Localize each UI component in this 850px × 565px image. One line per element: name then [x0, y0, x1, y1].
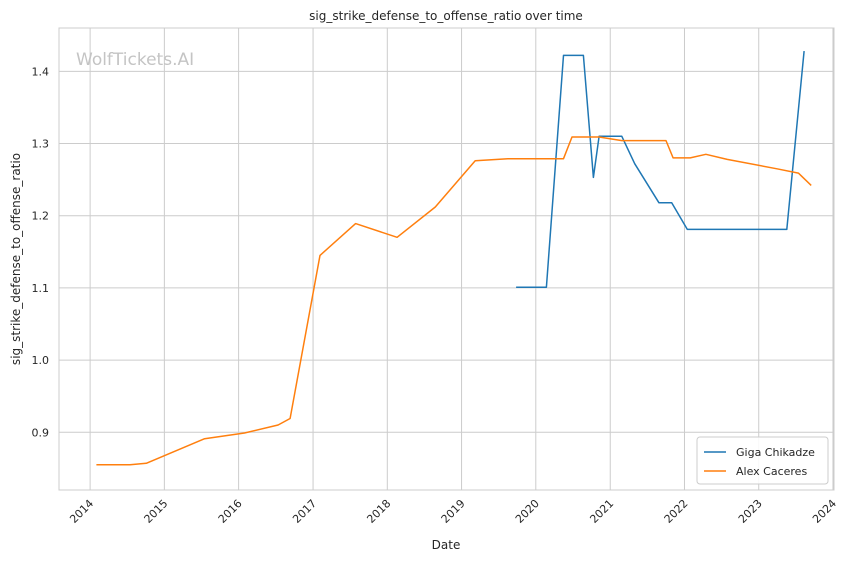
x-axis-label: Date: [432, 538, 461, 552]
y-tick-label: 0.9: [32, 426, 50, 439]
y-axis-label: sig_strike_defense_to_offense_ratio: [9, 153, 23, 365]
x-gridlines: [89, 28, 834, 490]
legend-label-giga-chikadze: Giga Chikadze: [736, 446, 815, 459]
chart-title: sig_strike_defense_to_offense_ratio over…: [309, 9, 583, 23]
y-tick-label: 1.0: [32, 354, 50, 367]
plot-frame: [58, 27, 835, 491]
series-line-alex-caceres: [96, 136, 812, 466]
series-line-giga-chikadze: [516, 51, 805, 288]
series-layer: [96, 51, 812, 466]
y-tick-label: 1.2: [32, 210, 50, 223]
y-gridlines: [59, 70, 834, 433]
y-tick-label: 1.3: [32, 138, 50, 151]
y-tick-label: 1.4: [32, 65, 50, 78]
y-tick-label: 1.1: [32, 282, 50, 295]
y-tick-labels: 0.9 1.0 1.1 1.2 1.3 1.4: [32, 65, 50, 439]
legend: Giga Chikadze Alex Caceres: [696, 436, 829, 485]
watermark: WolfTickets.AI: [76, 50, 194, 70]
legend-label-alex-caceres: Alex Caceres: [736, 465, 807, 478]
legend-box: [696, 436, 829, 485]
